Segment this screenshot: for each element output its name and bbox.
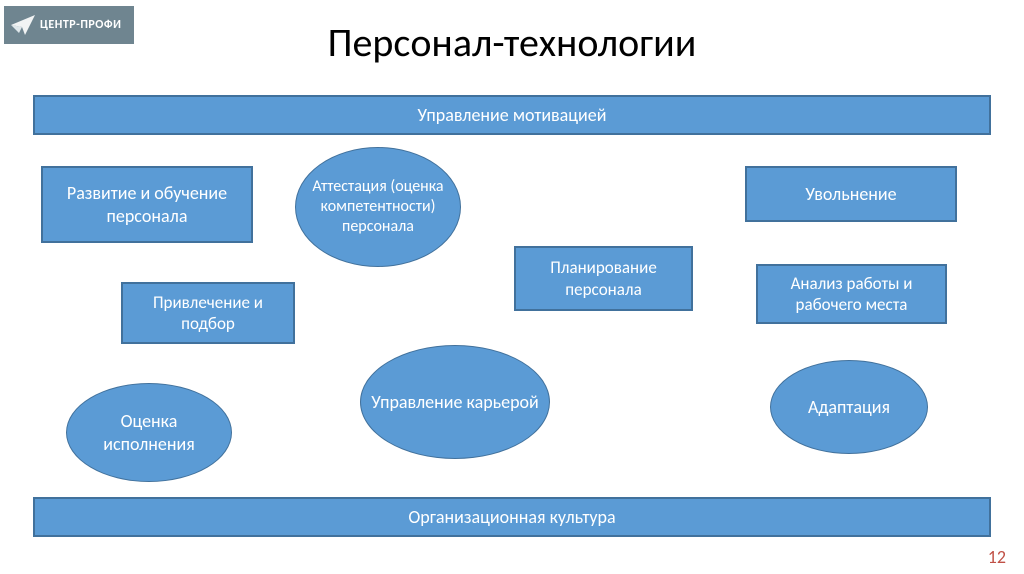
shape-label: Адаптация [808, 396, 890, 419]
shape-label: Управление мотивацией [418, 104, 607, 127]
shape-label: Привлечение и подбор [133, 292, 283, 335]
shape-label: Организационная культура [408, 506, 615, 529]
shape-label: Анализ работы и рабочего места [768, 273, 935, 316]
shape-attestation: Аттестация (оценка компетентности) персо… [295, 147, 461, 267]
shape-top-bar: Управление мотивацией [33, 95, 991, 135]
shape-bottom-bar: Организационная культура [33, 497, 991, 537]
shape-label: Аттестация (оценка компетентности) персо… [306, 177, 450, 237]
shape-planning: Планирование персонала [514, 246, 693, 311]
shape-label: Управление карьерой [371, 391, 539, 414]
shape-job-analysis: Анализ работы и рабочего места [756, 264, 947, 324]
shape-label: Планирование персонала [526, 257, 681, 300]
page-number: 12 [988, 546, 1006, 568]
shape-perf-eval: Оценка исполнения [66, 383, 232, 482]
shape-dev-training: Развитие и обучение персонала [41, 166, 253, 243]
shape-label: Увольнение [805, 183, 896, 206]
page-title: Персонал-технологии [0, 18, 1024, 67]
shape-label: Оценка исполнения [77, 410, 221, 455]
shape-dismissal: Увольнение [745, 166, 957, 222]
shape-recruiting: Привлечение и подбор [121, 282, 295, 344]
shape-label: Развитие и обучение персонала [53, 182, 241, 227]
shape-adaptation: Адаптация [770, 360, 928, 454]
shape-career-mgmt: Управление карьерой [360, 345, 550, 459]
